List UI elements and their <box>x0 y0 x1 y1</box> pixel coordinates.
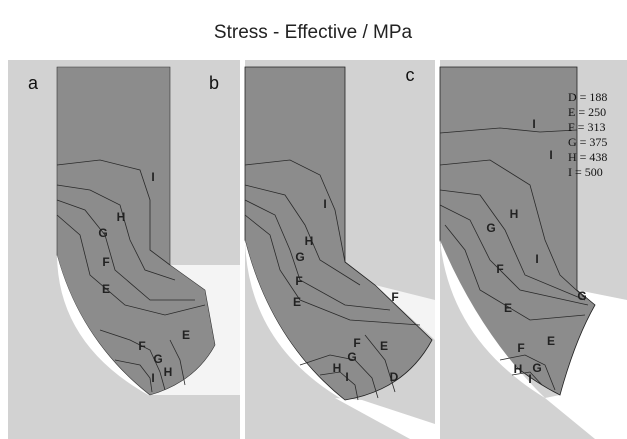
contour-label: H <box>305 234 314 248</box>
legend-entry: H = 438 <box>568 150 607 164</box>
contour-label: I <box>549 148 552 162</box>
contour-label: F <box>353 336 360 350</box>
contour-label: I <box>151 371 154 385</box>
contour-label: I <box>528 372 531 386</box>
legend-entry: D = 188 <box>568 90 607 104</box>
legend-entry: E = 250 <box>568 105 606 119</box>
panel-label: b <box>209 73 219 93</box>
legend-entry: I = 500 <box>568 165 603 179</box>
contour-label: H <box>333 361 342 375</box>
contour-label: I <box>151 170 154 184</box>
contour-label: G <box>295 250 304 264</box>
workpiece <box>244 66 433 401</box>
contour-label: I <box>323 197 326 211</box>
contour-label: E <box>102 282 110 296</box>
contour-label: G <box>153 352 162 366</box>
contour-label: G <box>486 221 495 235</box>
contour-label: E <box>293 295 301 309</box>
gap <box>245 240 345 401</box>
contour-label: I <box>345 370 348 384</box>
contour-label: G <box>577 289 586 303</box>
contour-label: E <box>182 328 190 342</box>
contour-label: H <box>514 362 523 376</box>
contour-label: F <box>295 274 302 288</box>
panel-label: a <box>28 73 39 93</box>
contour-label: I <box>532 117 535 131</box>
gap <box>57 255 150 396</box>
die <box>545 290 627 439</box>
legend-entry: G = 375 <box>568 135 607 149</box>
contour-label: E <box>504 301 512 315</box>
contour-label: F <box>391 290 398 304</box>
contour-label: D <box>390 370 399 384</box>
die <box>335 398 435 439</box>
contour-label: H <box>117 210 126 224</box>
contour-label: H <box>164 365 173 379</box>
panel-label: c <box>406 65 415 85</box>
contours <box>244 159 421 401</box>
contours <box>56 159 206 393</box>
contour-label: F <box>517 341 524 355</box>
contours <box>439 127 589 391</box>
contour-label: F <box>102 255 109 269</box>
contour-label: G <box>347 350 356 364</box>
contour-label: F <box>496 262 503 276</box>
die <box>150 265 240 395</box>
contour-label: E <box>380 339 388 353</box>
legend-entry: F = 313 <box>568 120 605 134</box>
die <box>375 285 435 340</box>
contour-label: I <box>535 252 538 266</box>
contour-label: E <box>547 334 555 348</box>
workpiece <box>56 66 216 396</box>
contour-label: H <box>510 207 519 221</box>
contour-label: G <box>98 226 107 240</box>
separator <box>435 60 440 439</box>
contour-label: G <box>532 361 541 375</box>
separator <box>240 60 245 439</box>
contour-label: F <box>138 339 145 353</box>
figure-title: Stress - Effective / MPa <box>214 22 413 43</box>
